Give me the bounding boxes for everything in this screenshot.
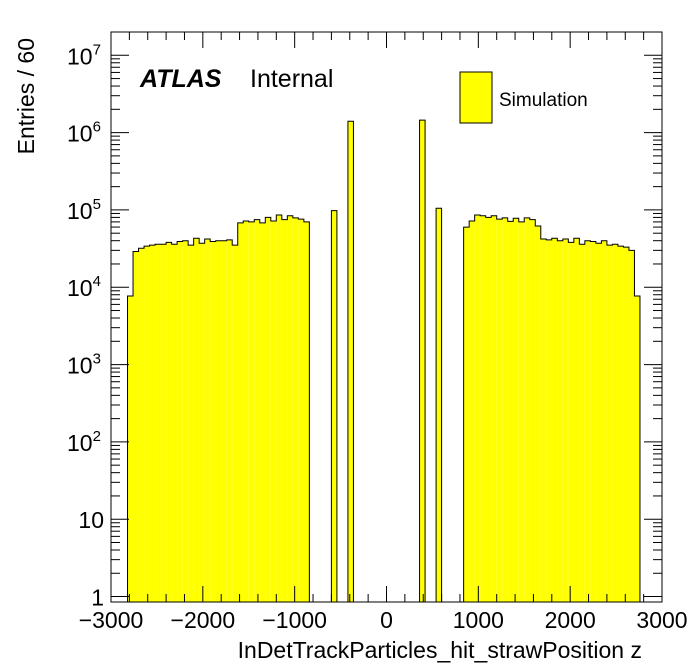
- tick-labels: −3000 −2000 −1000 0 1000 2000 3000 1 10 102 103 104…: [67, 41, 688, 633]
- y-tick-label: 105: [67, 196, 101, 224]
- histogram-bar: [595, 243, 602, 602]
- x-tick-label: −3000: [79, 607, 144, 633]
- histogram-bar: [579, 244, 585, 602]
- x-tick-label: −2000: [171, 607, 236, 633]
- histogram-bar: [518, 221, 525, 602]
- histogram-bar: [276, 214, 282, 602]
- histogram-bar: [562, 239, 569, 602]
- x-tick-label: 3000: [636, 607, 687, 633]
- histogram-bar: [419, 120, 426, 603]
- histogram-bar: [171, 244, 178, 602]
- y-tick-label: 102: [67, 428, 101, 456]
- histogram-bar: [149, 245, 156, 602]
- histogram-bar: [540, 239, 547, 602]
- histogram-bar: [480, 215, 486, 602]
- legend-label: Simulation: [499, 90, 588, 111]
- histogram-bar: [584, 240, 591, 602]
- y-tick-label: 103: [67, 351, 101, 379]
- histogram-bar: [287, 215, 293, 602]
- histogram-bar: [182, 240, 189, 602]
- histogram-bar: [491, 215, 497, 602]
- histogram-bar: [292, 217, 299, 603]
- histogram-bar: [303, 221, 310, 602]
- histogram-bar: [485, 217, 492, 602]
- histogram-bar: [127, 296, 134, 602]
- x-tick-label: 1000: [453, 607, 504, 633]
- y-axis-label: Entries / 60: [13, 38, 39, 154]
- histogram-bar: [331, 210, 337, 602]
- histogram-bar: [513, 218, 519, 603]
- histogram-bar: [210, 241, 216, 602]
- histogram-bar: [265, 217, 271, 602]
- histogram-bars: [127, 119, 641, 603]
- histogram-bar: [226, 239, 233, 602]
- y-tick-label: 104: [67, 273, 101, 301]
- histogram-bar: [573, 238, 580, 603]
- histogram-bar: [617, 246, 624, 602]
- histogram-bar: [524, 217, 530, 603]
- y-tick-label: 107: [67, 41, 101, 69]
- histogram-bar: [606, 245, 613, 602]
- x-tick-label: −1000: [262, 607, 327, 633]
- y-tick-label: 106: [67, 119, 101, 147]
- histogram-bar: [634, 296, 640, 602]
- histogram-bar: [199, 243, 205, 602]
- histogram-bar: [529, 219, 536, 603]
- legend-swatch: [459, 71, 493, 124]
- histogram-bar: [177, 241, 183, 602]
- x-tick-label: 0: [380, 607, 393, 633]
- histogram-bar: [298, 219, 304, 602]
- histogram-bar: [259, 222, 266, 602]
- histogram-bar: [601, 240, 607, 602]
- histogram-bar: [502, 217, 508, 603]
- histogram-bar: [160, 244, 167, 602]
- x-tick-label: 2000: [545, 607, 596, 633]
- histogram-bar: [232, 245, 238, 602]
- histogram-bar: [612, 244, 618, 602]
- histogram-bar: [281, 219, 288, 603]
- histogram-bar: [254, 219, 260, 603]
- histogram-bar: [546, 239, 552, 602]
- histogram-bar: [133, 251, 139, 602]
- histogram-bar: [204, 239, 211, 602]
- histogram-bar: [568, 242, 574, 602]
- histogram-bar: [144, 246, 150, 602]
- axis-ticks: [110, 31, 663, 602]
- histogram-bar: [557, 240, 563, 602]
- histogram-bar: [551, 238, 558, 603]
- y-tick-label: 1: [91, 585, 104, 611]
- histogram-bar: [469, 220, 475, 602]
- histogram-bar: [193, 238, 200, 603]
- y-tick-label: 10: [78, 507, 104, 533]
- histogram-bar: [463, 227, 470, 602]
- histogram-bar: [188, 245, 194, 602]
- histogram-bar: [347, 121, 354, 602]
- histogram-bar: [535, 225, 541, 602]
- histogram-bar: [237, 222, 244, 602]
- histogram-bar: [436, 208, 442, 602]
- x-axis-label: InDetTrackParticles_hit_strawPosition z: [238, 637, 642, 663]
- histogram-bar: [628, 250, 635, 602]
- histogram-bar: [496, 219, 503, 602]
- histogram-outline: [127, 119, 641, 602]
- histogram-bar: [623, 247, 629, 602]
- histogram-bar: [474, 214, 481, 602]
- histogram-bar: [248, 221, 255, 602]
- histogram-bar: [221, 240, 227, 602]
- histogram-bar: [166, 242, 172, 602]
- histogram-bar: [507, 221, 514, 602]
- internal-label: Internal: [250, 65, 333, 93]
- histogram-bar: [138, 248, 145, 603]
- histogram-bar: [155, 244, 161, 602]
- histogram-bar: [590, 241, 596, 602]
- histogram-bar: [243, 220, 249, 602]
- histogram-bar: [270, 220, 277, 602]
- atlas-label: ATLAS: [139, 65, 222, 93]
- legend: Simulation: [459, 71, 588, 124]
- histogram-bar: [215, 240, 222, 602]
